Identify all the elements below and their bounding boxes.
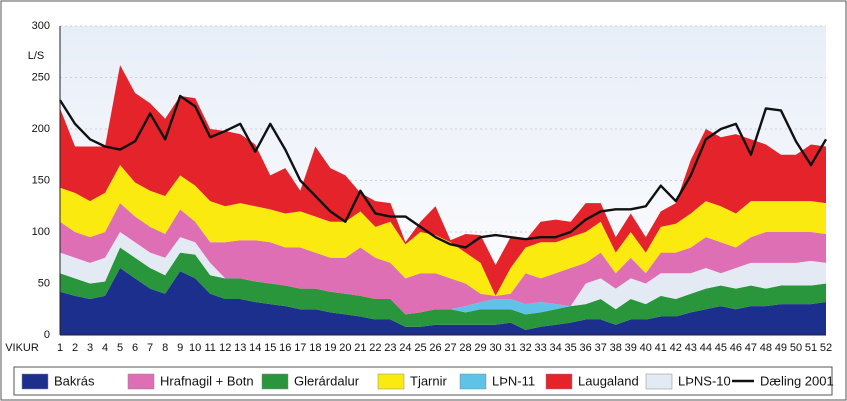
x-tick-label: 37 xyxy=(595,342,607,354)
x-tick-label: 29 xyxy=(474,342,486,354)
x-tick-label: 51 xyxy=(805,342,817,354)
x-tick-label: 26 xyxy=(429,342,441,354)
y-tick-label: 50 xyxy=(38,277,50,289)
x-tick-label: 39 xyxy=(625,342,637,354)
legend-swatch xyxy=(21,373,49,390)
x-tick-label: 38 xyxy=(610,342,622,354)
y-tick-label: 300 xyxy=(32,20,50,32)
x-tick-label: 27 xyxy=(444,342,456,354)
legend-swatch xyxy=(127,373,155,390)
x-tick-label: 1 xyxy=(57,342,63,354)
x-tick-label: 5 xyxy=(117,342,123,354)
area xyxy=(60,268,826,335)
y-tick-label: 200 xyxy=(32,123,50,135)
x-tick-label: 52 xyxy=(820,342,832,354)
legend-swatch xyxy=(645,373,673,390)
legend-swatch xyxy=(261,373,289,390)
x-tick-label: 42 xyxy=(670,342,682,354)
x-tick-label: 7 xyxy=(147,342,153,354)
x-tick-label: 20 xyxy=(339,342,351,354)
x-tick-label: 23 xyxy=(384,342,396,354)
legend-label: Laugaland xyxy=(578,373,639,388)
x-tick-label: 44 xyxy=(700,342,712,354)
x-tick-label: 13 xyxy=(234,342,246,354)
legend-label: Hrafnagil + Botn xyxy=(160,373,254,388)
legend-label: LÞN-11 xyxy=(492,373,535,388)
x-tick-label: 33 xyxy=(535,342,547,354)
x-tick-label: 8 xyxy=(162,342,168,354)
x-tick-label: 45 xyxy=(715,342,727,354)
area xyxy=(60,247,826,330)
x-tick-label: 50 xyxy=(790,342,802,354)
x-tick-label: 12 xyxy=(219,342,231,354)
x-tick-label: 41 xyxy=(655,342,667,354)
x-tick-label: 31 xyxy=(504,342,516,354)
legend-label: LÞNS-10 xyxy=(678,373,731,388)
y-tick-label: 250 xyxy=(32,71,50,83)
legend-swatch xyxy=(377,373,405,390)
y-axis-label: L/S xyxy=(28,50,45,62)
x-tick-label: 17 xyxy=(294,342,306,354)
x-tick-label: 15 xyxy=(264,342,276,354)
legend-label: Bakrás xyxy=(54,373,95,388)
x-tick-label: 3 xyxy=(87,342,93,354)
y-tick-label: 150 xyxy=(32,174,50,186)
x-tick-label: 16 xyxy=(279,342,291,354)
x-tick-label: 28 xyxy=(459,342,471,354)
x-axis-label: VIKUR xyxy=(5,342,39,354)
x-tick-label: 30 xyxy=(489,342,501,354)
x-tick-label: 19 xyxy=(324,342,336,354)
x-tick-label: 10 xyxy=(189,342,201,354)
legend-swatch xyxy=(459,373,487,390)
legend-label: Tjarnir xyxy=(410,373,448,388)
x-tick-label: 11 xyxy=(204,342,215,354)
legend-label: Glerárdalur xyxy=(294,373,360,388)
x-tick-label: 35 xyxy=(565,342,577,354)
area xyxy=(60,203,826,315)
x-tick-label: 2 xyxy=(72,342,78,354)
area xyxy=(60,232,826,315)
x-tick-label: 18 xyxy=(309,342,321,354)
x-tick-label: 46 xyxy=(730,342,742,354)
legend: Bakrás Hrafnagil + Botn Glerárdalur Tjarnir… xyxy=(21,373,834,390)
x-tick-label: 9 xyxy=(177,342,183,354)
x-tick-label: 21 xyxy=(354,342,366,354)
line xyxy=(58,94,828,249)
y-tick-label: 0 xyxy=(44,329,50,341)
x-tick-label: 48 xyxy=(760,342,772,354)
x-tick-label: 25 xyxy=(414,342,426,354)
x-tick-label: 24 xyxy=(399,342,411,354)
legend-swatch xyxy=(545,373,573,390)
x-tick-label: 47 xyxy=(745,342,757,354)
y-tick-label: 100 xyxy=(32,226,50,238)
legend-label: Dæling 2001 xyxy=(760,373,834,388)
area xyxy=(60,165,826,296)
x-tick-label: 36 xyxy=(580,342,592,354)
x-tick-label: 43 xyxy=(685,342,697,354)
x-tick-label: 22 xyxy=(369,342,381,354)
x-tick-label: 34 xyxy=(550,342,562,354)
area xyxy=(60,65,826,296)
x-tick-label: 6 xyxy=(132,342,138,354)
x-tick-label: 49 xyxy=(775,342,787,354)
x-tick-label: 14 xyxy=(249,342,261,354)
x-tick-label: 32 xyxy=(519,342,531,354)
x-tick-label: 4 xyxy=(102,342,108,354)
x-tick-label: 40 xyxy=(640,342,652,354)
